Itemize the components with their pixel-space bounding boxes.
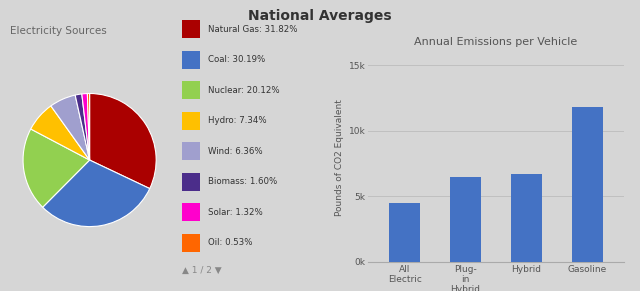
Wedge shape [31, 106, 90, 160]
Wedge shape [75, 94, 90, 160]
Bar [451, 177, 481, 262]
Y-axis label: Pounds of CO2 Equivalent: Pounds of CO2 Equivalent [335, 99, 344, 216]
Text: Hydro: 7.34%: Hydro: 7.34% [208, 116, 267, 125]
Text: Biomass: 1.60%: Biomass: 1.60% [208, 178, 277, 186]
Text: Electricity Sources: Electricity Sources [10, 26, 106, 36]
Wedge shape [88, 93, 90, 160]
Text: Nuclear: 20.12%: Nuclear: 20.12% [208, 86, 280, 95]
Text: Coal: 30.19%: Coal: 30.19% [208, 55, 265, 64]
Wedge shape [90, 93, 156, 189]
Text: Natural Gas: 31.82%: Natural Gas: 31.82% [208, 25, 298, 33]
Text: ▲ 1 / 2 ▼: ▲ 1 / 2 ▼ [182, 266, 222, 275]
Text: National Averages: National Averages [248, 9, 392, 23]
Wedge shape [23, 129, 90, 207]
Title: Annual Emissions per Vehicle: Annual Emissions per Vehicle [414, 38, 578, 47]
Bar [572, 107, 603, 262]
Wedge shape [51, 95, 90, 160]
Bar [511, 174, 541, 262]
Wedge shape [82, 93, 90, 160]
Text: Solar: 1.32%: Solar: 1.32% [208, 208, 263, 217]
Text: Oil: 0.53%: Oil: 0.53% [208, 239, 253, 247]
Wedge shape [43, 160, 150, 227]
Bar [389, 203, 420, 262]
Text: Wind: 6.36%: Wind: 6.36% [208, 147, 262, 156]
